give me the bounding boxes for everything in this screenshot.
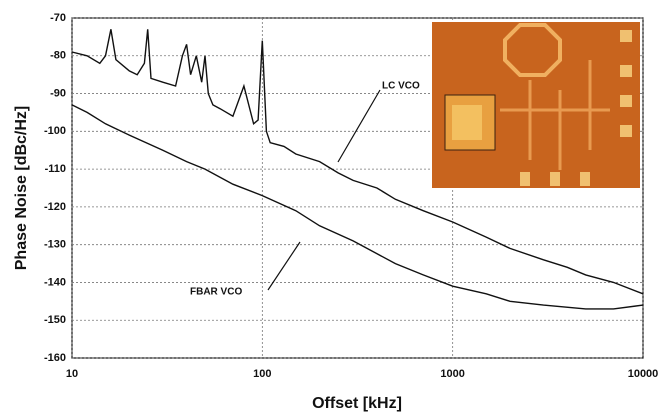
y-tick-label: -110 (45, 163, 66, 175)
y-tick-label: -130 (44, 239, 66, 251)
x-tick-label: 1000 (440, 368, 464, 380)
y-tick-label: -80 (50, 50, 66, 62)
y-tick-label: -70 (50, 12, 66, 24)
annotation: LC VCO (382, 81, 420, 92)
line-series (71, 104, 644, 310)
x-axis-label: Offset [kHz] (312, 395, 402, 412)
y-tick-label: -100 (44, 125, 66, 137)
y-tick-label: -140 (44, 276, 66, 288)
x-tick-label: 10 (66, 368, 78, 380)
y-tick-label: -120 (44, 201, 66, 213)
y-tick-label: -160 (44, 352, 66, 364)
x-tick-label: 10000 (628, 368, 659, 380)
line-series (71, 29, 644, 295)
annotation-arrow (337, 89, 381, 163)
y-axis-label: Phase Noise [dBc/Hz] (13, 106, 30, 270)
annotation: FBAR VCO (190, 287, 242, 298)
y-tick-label: -150 (44, 314, 66, 326)
y-tick-label: -90 (50, 87, 66, 99)
x-tick-label: 100 (253, 368, 271, 380)
annotation-arrow (267, 241, 301, 291)
inset-photo (432, 22, 640, 188)
